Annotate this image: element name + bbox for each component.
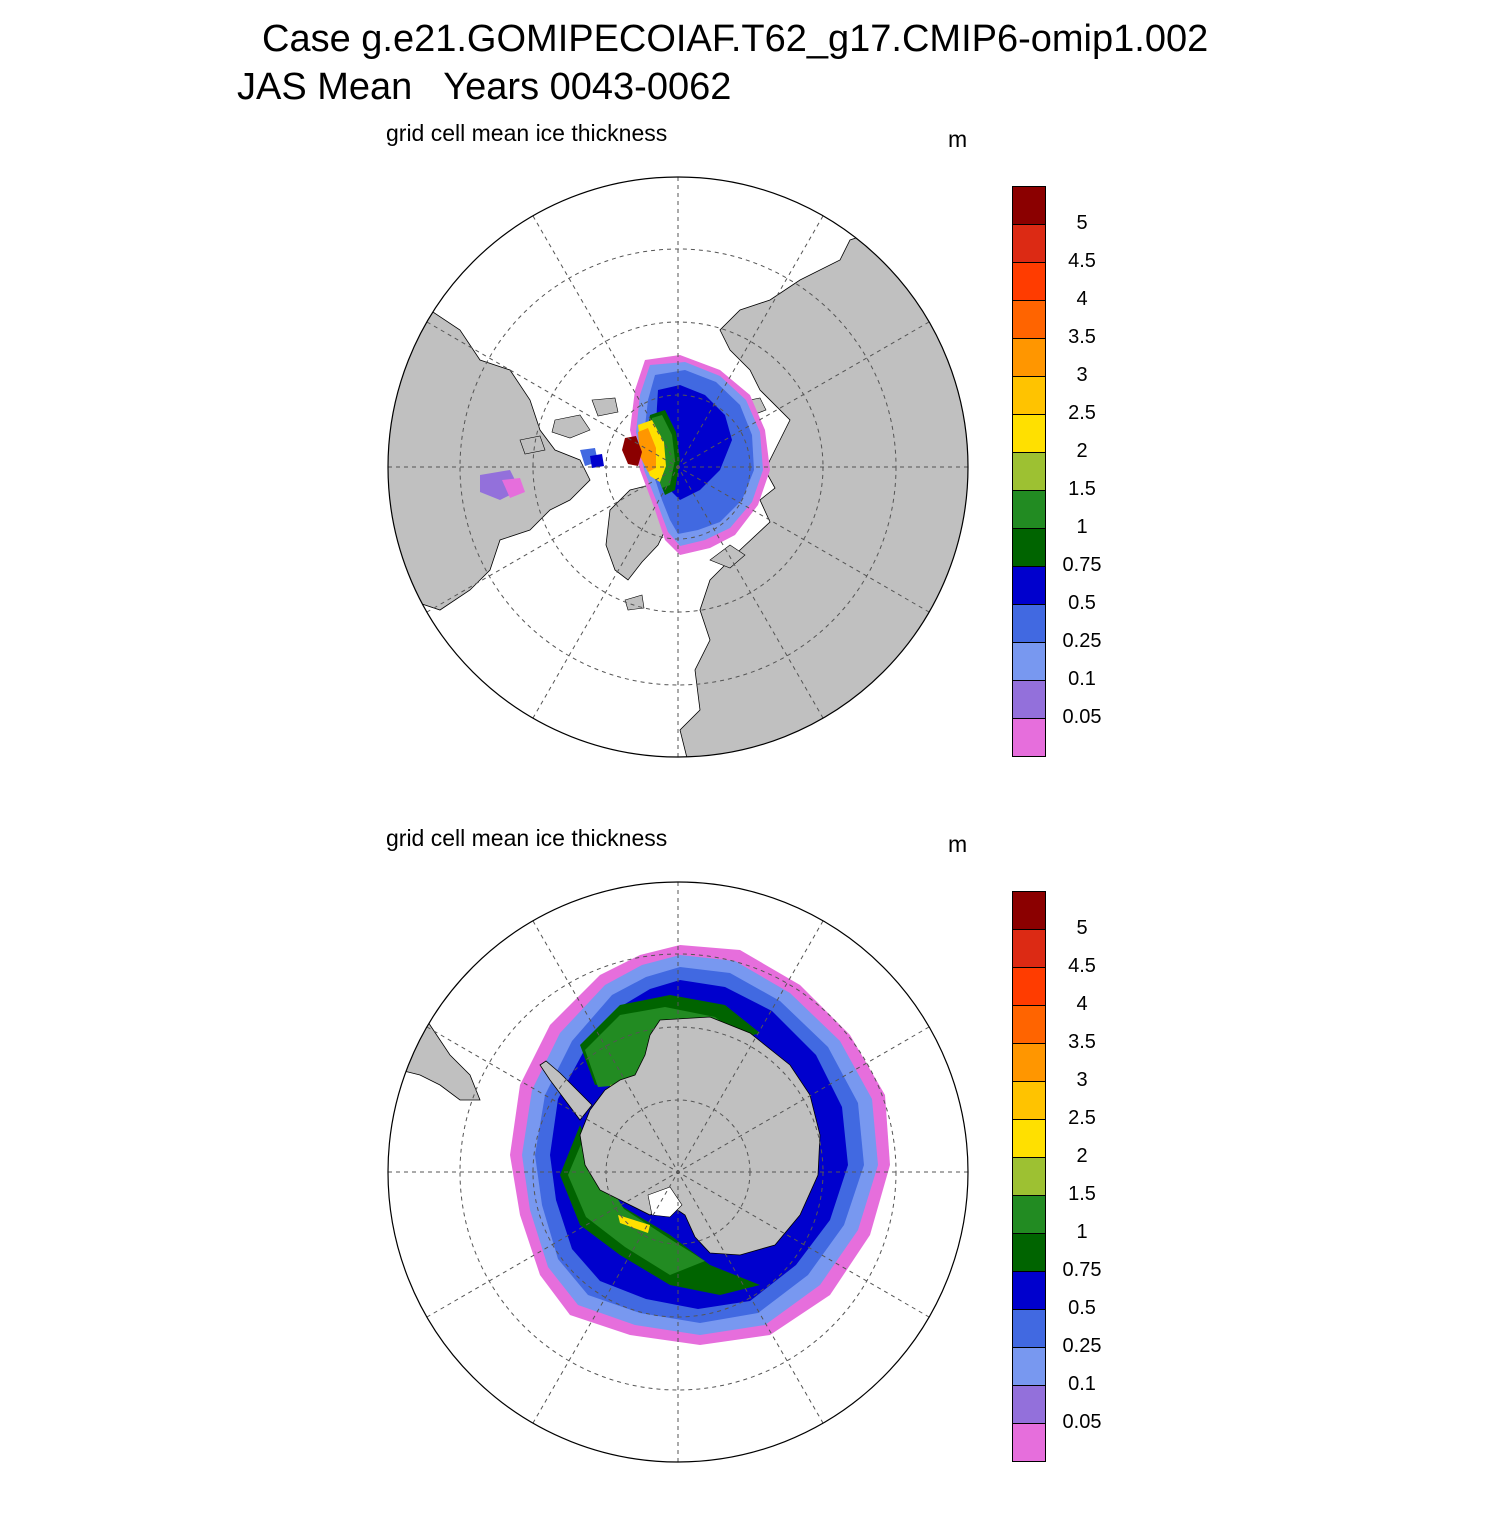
colorbar-tick-label: 4.5 [1068, 250, 1096, 272]
colorbar-swatch [1012, 891, 1046, 930]
figure-title-period: JAS Mean Years 0043-0062 [237, 66, 732, 108]
colorbar-swatch [1012, 453, 1046, 491]
ice-band-1-ross [568, 1137, 705, 1275]
colorbar-swatch [1012, 567, 1046, 605]
colorbar-swatch [1012, 1386, 1046, 1424]
colorbar-swatch [1012, 339, 1046, 377]
colorbar-swatch [1012, 930, 1046, 968]
colorbar-swatch [1012, 968, 1046, 1006]
colorbar-tick-label: 3.5 [1068, 326, 1096, 348]
colorbar-swatch [1012, 1082, 1046, 1120]
colorbar-tick-label: 0.5 [1068, 592, 1096, 614]
panel-north: grid cell mean ice thickness m [0, 110, 1500, 810]
colorbar-tick-label: 4.5 [1068, 955, 1096, 977]
colorbar-tick-label: 0.25 [1062, 630, 1102, 652]
colorbar-swatch [1012, 719, 1046, 757]
colorbar-tick-label: 5 [1076, 212, 1088, 234]
colorbar-tick-label: 1.5 [1068, 478, 1096, 500]
colorbar-tick-label: 0.1 [1068, 668, 1096, 690]
colorbar-swatch [1012, 186, 1046, 225]
colorbar-tick-label: 2 [1076, 1145, 1088, 1167]
north-polar-map [387, 176, 969, 758]
colorbar-swatch [1012, 301, 1046, 339]
ice-band-3 [638, 428, 656, 472]
colorbar-swatch [1012, 529, 1046, 567]
colorbar-swatch [1012, 1158, 1046, 1196]
colorbar-swatch [1012, 1006, 1046, 1044]
panel-subtitle: grid cell mean ice thickness [386, 120, 668, 146]
figure-title-case: Case g.e21.GOMIPECOIAF.T62_g17.CMIP6-omi… [262, 18, 1209, 60]
colorbar-swatch [1012, 1120, 1046, 1158]
colorbar-swatch [1012, 1310, 1046, 1348]
colorbar-swatch [1012, 263, 1046, 301]
colorbar-tick-label: 0.05 [1062, 1411, 1102, 1433]
colorbar-tick-label: 1 [1076, 1221, 1088, 1243]
colorbar-tick-label: 2.5 [1068, 1107, 1096, 1129]
north-graticule [388, 177, 968, 757]
colorbar-tick-label: 1 [1076, 516, 1088, 538]
colorbar-tick-label: 3 [1076, 364, 1088, 386]
colorbar-swatch [1012, 681, 1046, 719]
colorbar-swatch [1012, 1424, 1046, 1462]
units-label: m [948, 831, 968, 857]
north-colorbar [1012, 186, 1046, 757]
colorbar-tick-label: 5 [1076, 917, 1088, 939]
colorbar-tick-label: 1.5 [1068, 1183, 1096, 1205]
colorbar-tick-label: 0.1 [1068, 1373, 1096, 1395]
colorbar-tick-label: 0.05 [1062, 706, 1102, 728]
colorbar-tick-label: 2.5 [1068, 402, 1096, 424]
colorbar-tick-label: 3.5 [1068, 1031, 1096, 1053]
colorbar-tick-label: 0.5 [1068, 1297, 1096, 1319]
colorbar-swatch [1012, 1272, 1046, 1310]
colorbar-swatch [1012, 377, 1046, 415]
south-polar-map [387, 881, 969, 1463]
colorbar-swatch [1012, 1234, 1046, 1272]
colorbar-tick-label: 0.25 [1062, 1335, 1102, 1357]
colorbar-swatch [1012, 1348, 1046, 1386]
colorbar-swatch [1012, 1044, 1046, 1082]
colorbar-tick-label: 4 [1076, 993, 1088, 1015]
south-colorbar [1012, 891, 1046, 1462]
colorbar-tick-label: 2 [1076, 440, 1088, 462]
colorbar-swatch [1012, 1196, 1046, 1234]
colorbar-tick-label: 3 [1076, 1069, 1088, 1091]
colorbar-swatch [1012, 643, 1046, 681]
panel-subtitle: grid cell mean ice thickness [386, 825, 668, 851]
colorbar-swatch [1012, 225, 1046, 263]
land-eurasia [679, 229, 968, 757]
colorbar-swatch [1012, 415, 1046, 453]
units-label: m [948, 126, 968, 152]
ice-band-2-ross [618, 1215, 650, 1233]
colorbar-tick-label: 4 [1076, 288, 1088, 310]
panel-south: grid cell mean ice thickness m [0, 815, 1500, 1515]
land-north-america [388, 309, 591, 611]
colorbar-tick-label: 0.75 [1062, 554, 1102, 576]
colorbar-swatch [1012, 491, 1046, 529]
south-graticule [388, 882, 968, 1462]
colorbar-swatch [1012, 605, 1046, 643]
colorbar-tick-label: 0.75 [1062, 1259, 1102, 1281]
